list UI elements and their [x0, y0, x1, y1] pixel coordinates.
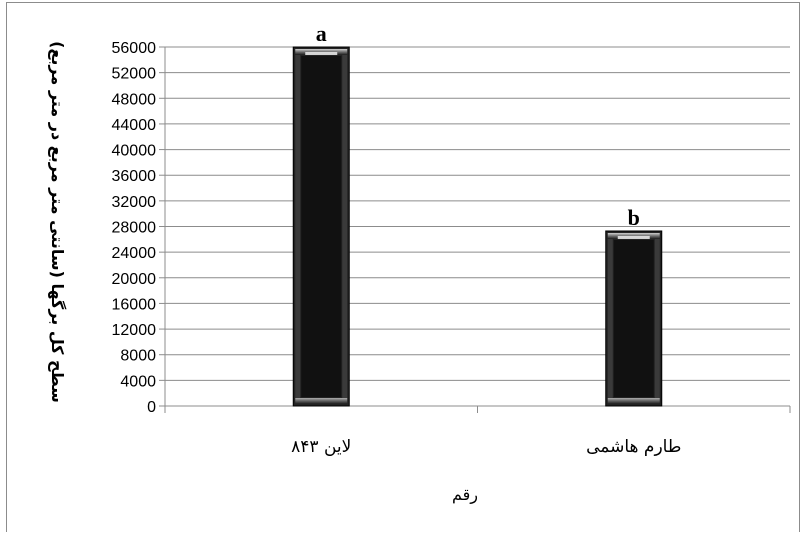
x-axis-label: رقم	[452, 485, 478, 505]
y-tick-label: 36000	[112, 168, 157, 185]
y-tick-label: 48000	[112, 91, 157, 108]
y-tick-label: 20000	[112, 271, 157, 288]
y-tick-label: 12000	[112, 322, 157, 339]
axes	[159, 46, 791, 413]
bar	[605, 230, 663, 407]
y-tick-label: 40000	[112, 143, 157, 160]
y-tick-label: 4000	[120, 373, 156, 390]
y-tick-label: 44000	[112, 117, 157, 134]
bars	[292, 46, 663, 407]
data-label: a	[316, 21, 327, 46]
x-category-label: لاین ۸۴۳	[291, 437, 351, 457]
data-label: b	[628, 205, 640, 230]
x-category-labels: لاین ۸۴۳ طارم هاشمی	[291, 437, 681, 457]
chart-frame	[6, 2, 800, 532]
y-tick-label: 0	[147, 399, 156, 416]
y-tick-label: 56000	[112, 40, 157, 57]
x-category-label: طارم هاشمی	[586, 437, 681, 457]
y-tick-label: 16000	[112, 296, 157, 313]
y-tick-label: 8000	[120, 348, 156, 365]
y-tick-label: 52000	[112, 66, 157, 83]
bar	[292, 46, 350, 407]
y-tick-label: 28000	[112, 220, 157, 237]
y-axis-label: سطح کل برگها (سانتی متر مربع در متر مربع…	[48, 41, 67, 403]
y-tick-label: 24000	[112, 245, 157, 262]
data-labels: ab	[316, 21, 640, 230]
gridlines	[165, 46, 790, 381]
y-tick-labels: 0 4000 8000 12000 16000 20000 24000 28000 32000 3…	[112, 40, 157, 416]
y-tick-label: 32000	[112, 194, 157, 211]
